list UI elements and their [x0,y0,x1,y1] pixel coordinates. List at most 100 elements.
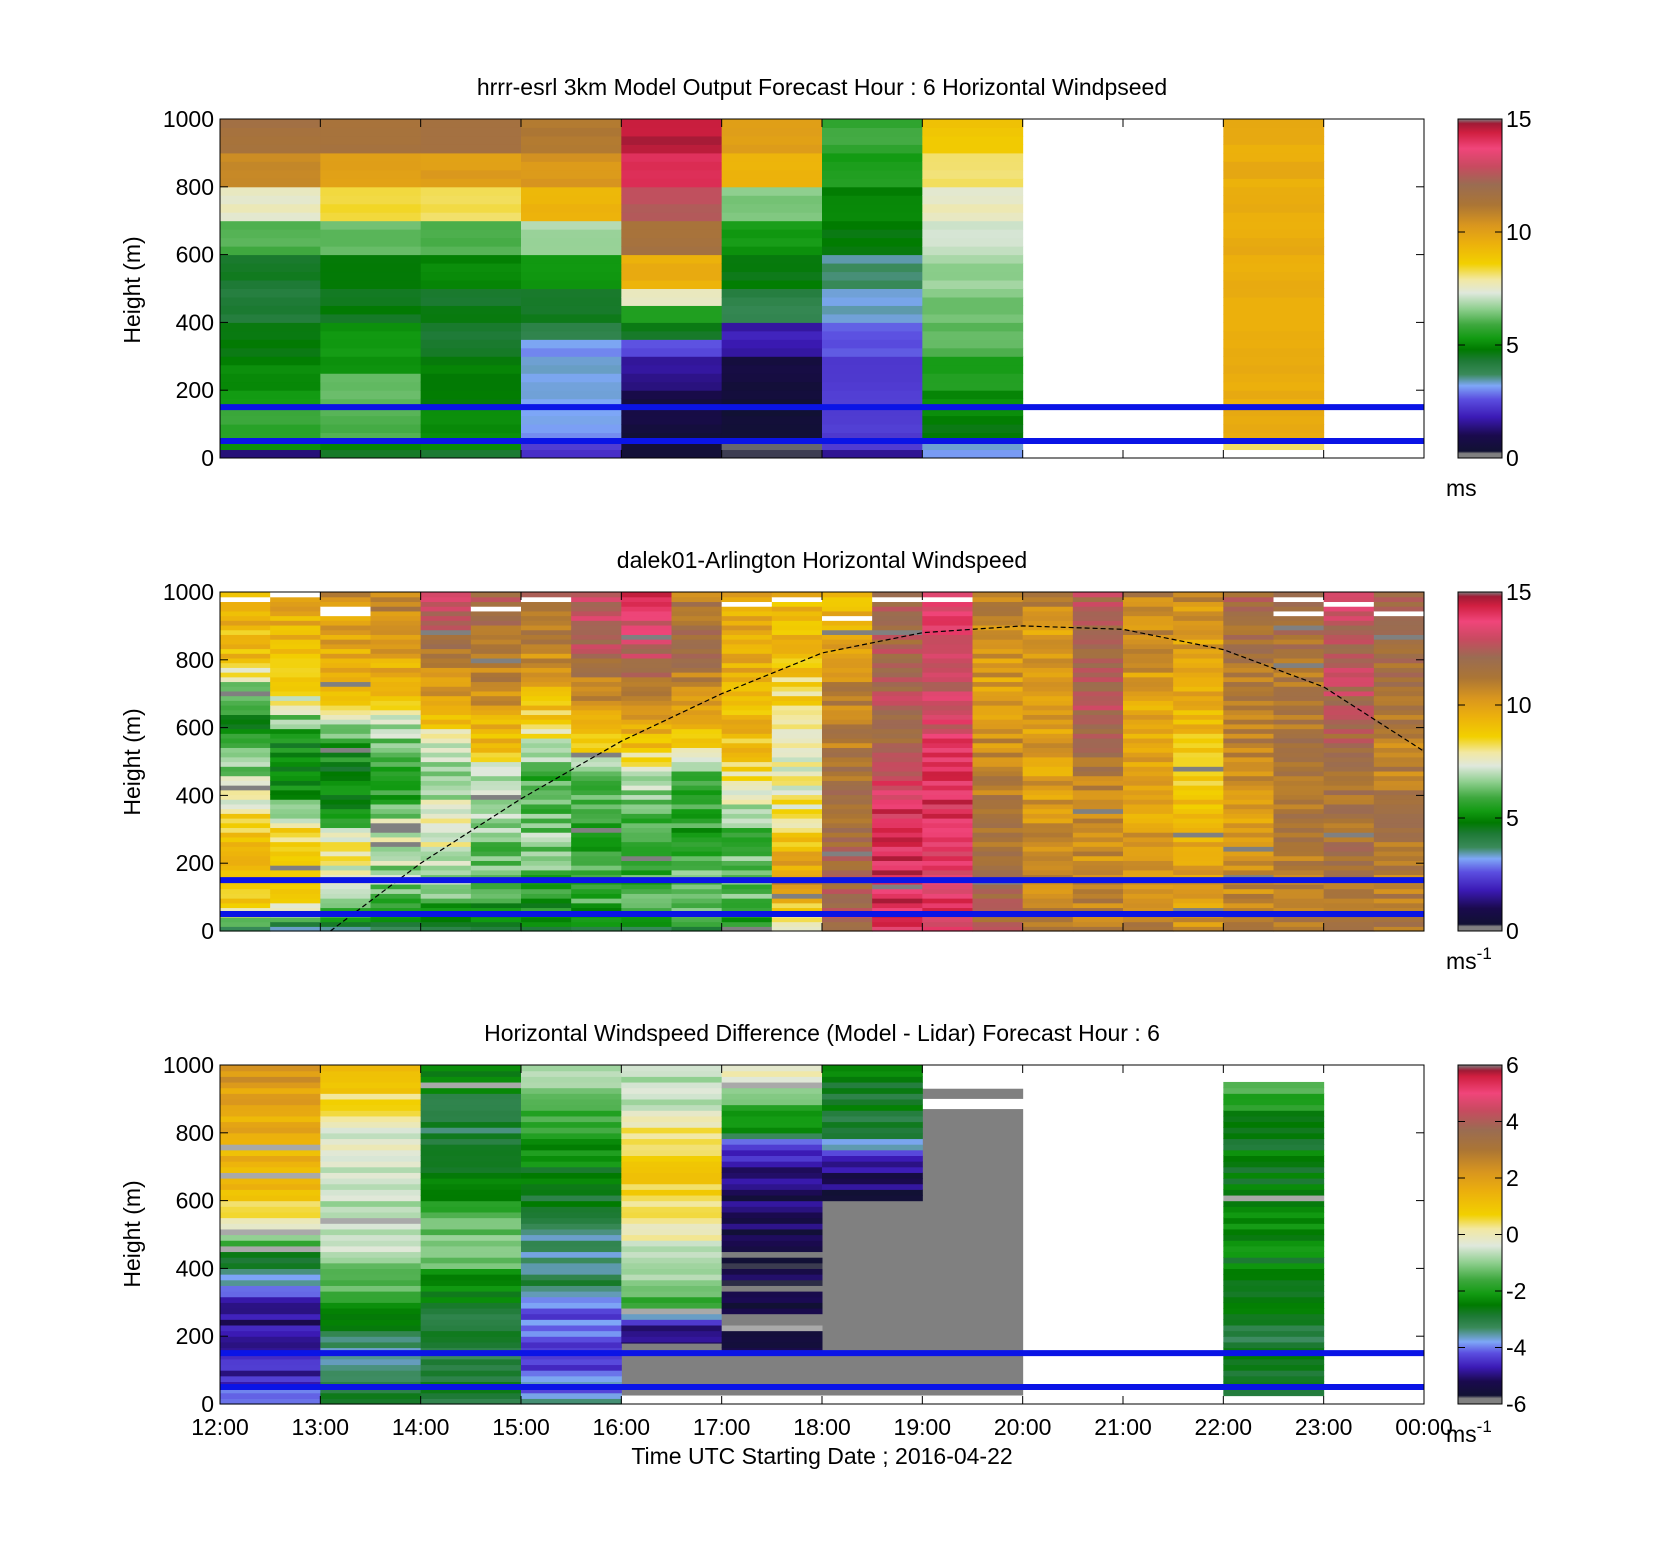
heatmap-cell [220,1234,321,1241]
heatmap-cell [621,432,723,442]
heatmap-cell [972,827,1024,833]
heatmap-cell [721,596,773,603]
heatmap-cell [621,855,672,861]
heatmap-cell [1273,747,1325,753]
heatmap-cell [1173,799,1224,805]
heatmap-cell [571,865,622,871]
heatmap-cell [771,869,823,876]
heatmap-cell [1123,728,1174,734]
heatmap-cell [1022,709,1074,716]
heatmap-cell [922,860,973,866]
heatmap-cell [1123,695,1174,701]
heatmap-cell [470,907,522,913]
heatmap-cell [420,794,472,800]
heatmap-cell [721,288,823,298]
heatmap-cell [470,690,522,697]
heatmap-cell [721,1251,823,1258]
heatmap-cell [220,1228,321,1236]
heatmap-cell [1173,841,1224,847]
heatmap-cell [320,836,371,843]
heatmap-cell [1072,902,1124,909]
heatmap-cell [420,135,522,145]
heatmap-cell [270,690,321,697]
heatmap-cell [621,723,672,730]
heatmap-cell [822,1149,923,1156]
heatmap-cell [521,1070,622,1077]
heatmap-cell [420,813,472,819]
heatmap-cell [1173,827,1224,833]
heatmap-cell [220,705,271,711]
heatmap-cell [1223,615,1274,621]
heatmap-cell [621,322,723,332]
heatmap-cell [370,846,422,852]
heatmap-cell [1022,705,1074,711]
heatmap-cell [521,313,622,323]
x-tick-label: 00:00 [1395,1414,1453,1440]
heatmap-cell [1123,789,1174,796]
heatmap-cell [1072,705,1124,711]
heatmap-cell [1323,690,1375,697]
heatmap-cell [470,662,522,668]
heatmap-cell [1022,818,1074,824]
heatmap-cell [972,639,1024,645]
heatmap-cell [370,705,422,711]
heatmap-cell [721,907,773,913]
heatmap-cell [922,390,1024,400]
heatmap-cell [771,752,823,758]
heatmap-cell [972,606,1024,612]
heatmap-cell [420,808,472,814]
heatmap-cell [922,615,973,621]
heatmap-cell [621,808,672,814]
heatmap-cell [671,592,723,598]
heatmap-cell [771,653,823,659]
heatmap-cell [420,766,472,772]
heatmap-cell [521,780,572,786]
heatmap-cell [220,432,321,442]
x-ticks [219,592,1425,931]
heatmap-cell [1273,592,1325,598]
heatmap-cell [1022,657,1074,664]
heatmap-cell [771,832,823,838]
heatmap-cell [1223,1211,1325,1219]
heatmap-cell [1223,620,1274,626]
heatmap-cell [1173,672,1224,678]
heatmap-cell [621,742,672,748]
heatmap-cell [521,634,572,640]
heatmap-cell [470,926,522,932]
heatmap-cell [220,916,271,923]
heatmap-cell [521,432,622,442]
heatmap-cell [220,1291,321,1298]
heatmap-cell [822,1189,923,1196]
heatmap-cell [1123,780,1174,786]
heatmap-cell [470,888,522,894]
heatmap-cell [521,152,622,162]
heatmap-cell [370,601,422,607]
heatmap-cell [420,822,472,829]
heatmap-cell [320,601,371,607]
heatmap-cell [1223,1319,1325,1326]
heatmap-cell [671,606,723,612]
heatmap-cell [270,747,321,753]
heatmap-cell [1223,441,1325,451]
heatmap-cell [621,780,672,786]
heatmap-cell [1072,629,1124,635]
heatmap-cell [972,907,1024,913]
heatmap-cell [571,624,622,631]
heatmap-cell [721,135,823,145]
heatmap-cell [922,643,973,650]
heatmap-cell [621,1200,723,1207]
heatmap-cell [822,855,873,861]
heatmap-cell [1173,865,1224,871]
heatmap-cell [1072,916,1124,923]
heatmap-cell [521,1189,622,1196]
heatmap-cell [571,615,622,621]
heatmap-cell [521,1387,622,1394]
heatmap-cell [320,1189,422,1196]
heatmap-cell [470,770,522,777]
heatmap-cell [470,846,522,852]
heatmap-cell [872,606,923,612]
heatmap-cell [922,865,973,871]
heatmap-cell [320,1161,422,1168]
heatmap-cell [922,855,973,861]
heatmap-cell [1022,916,1074,923]
